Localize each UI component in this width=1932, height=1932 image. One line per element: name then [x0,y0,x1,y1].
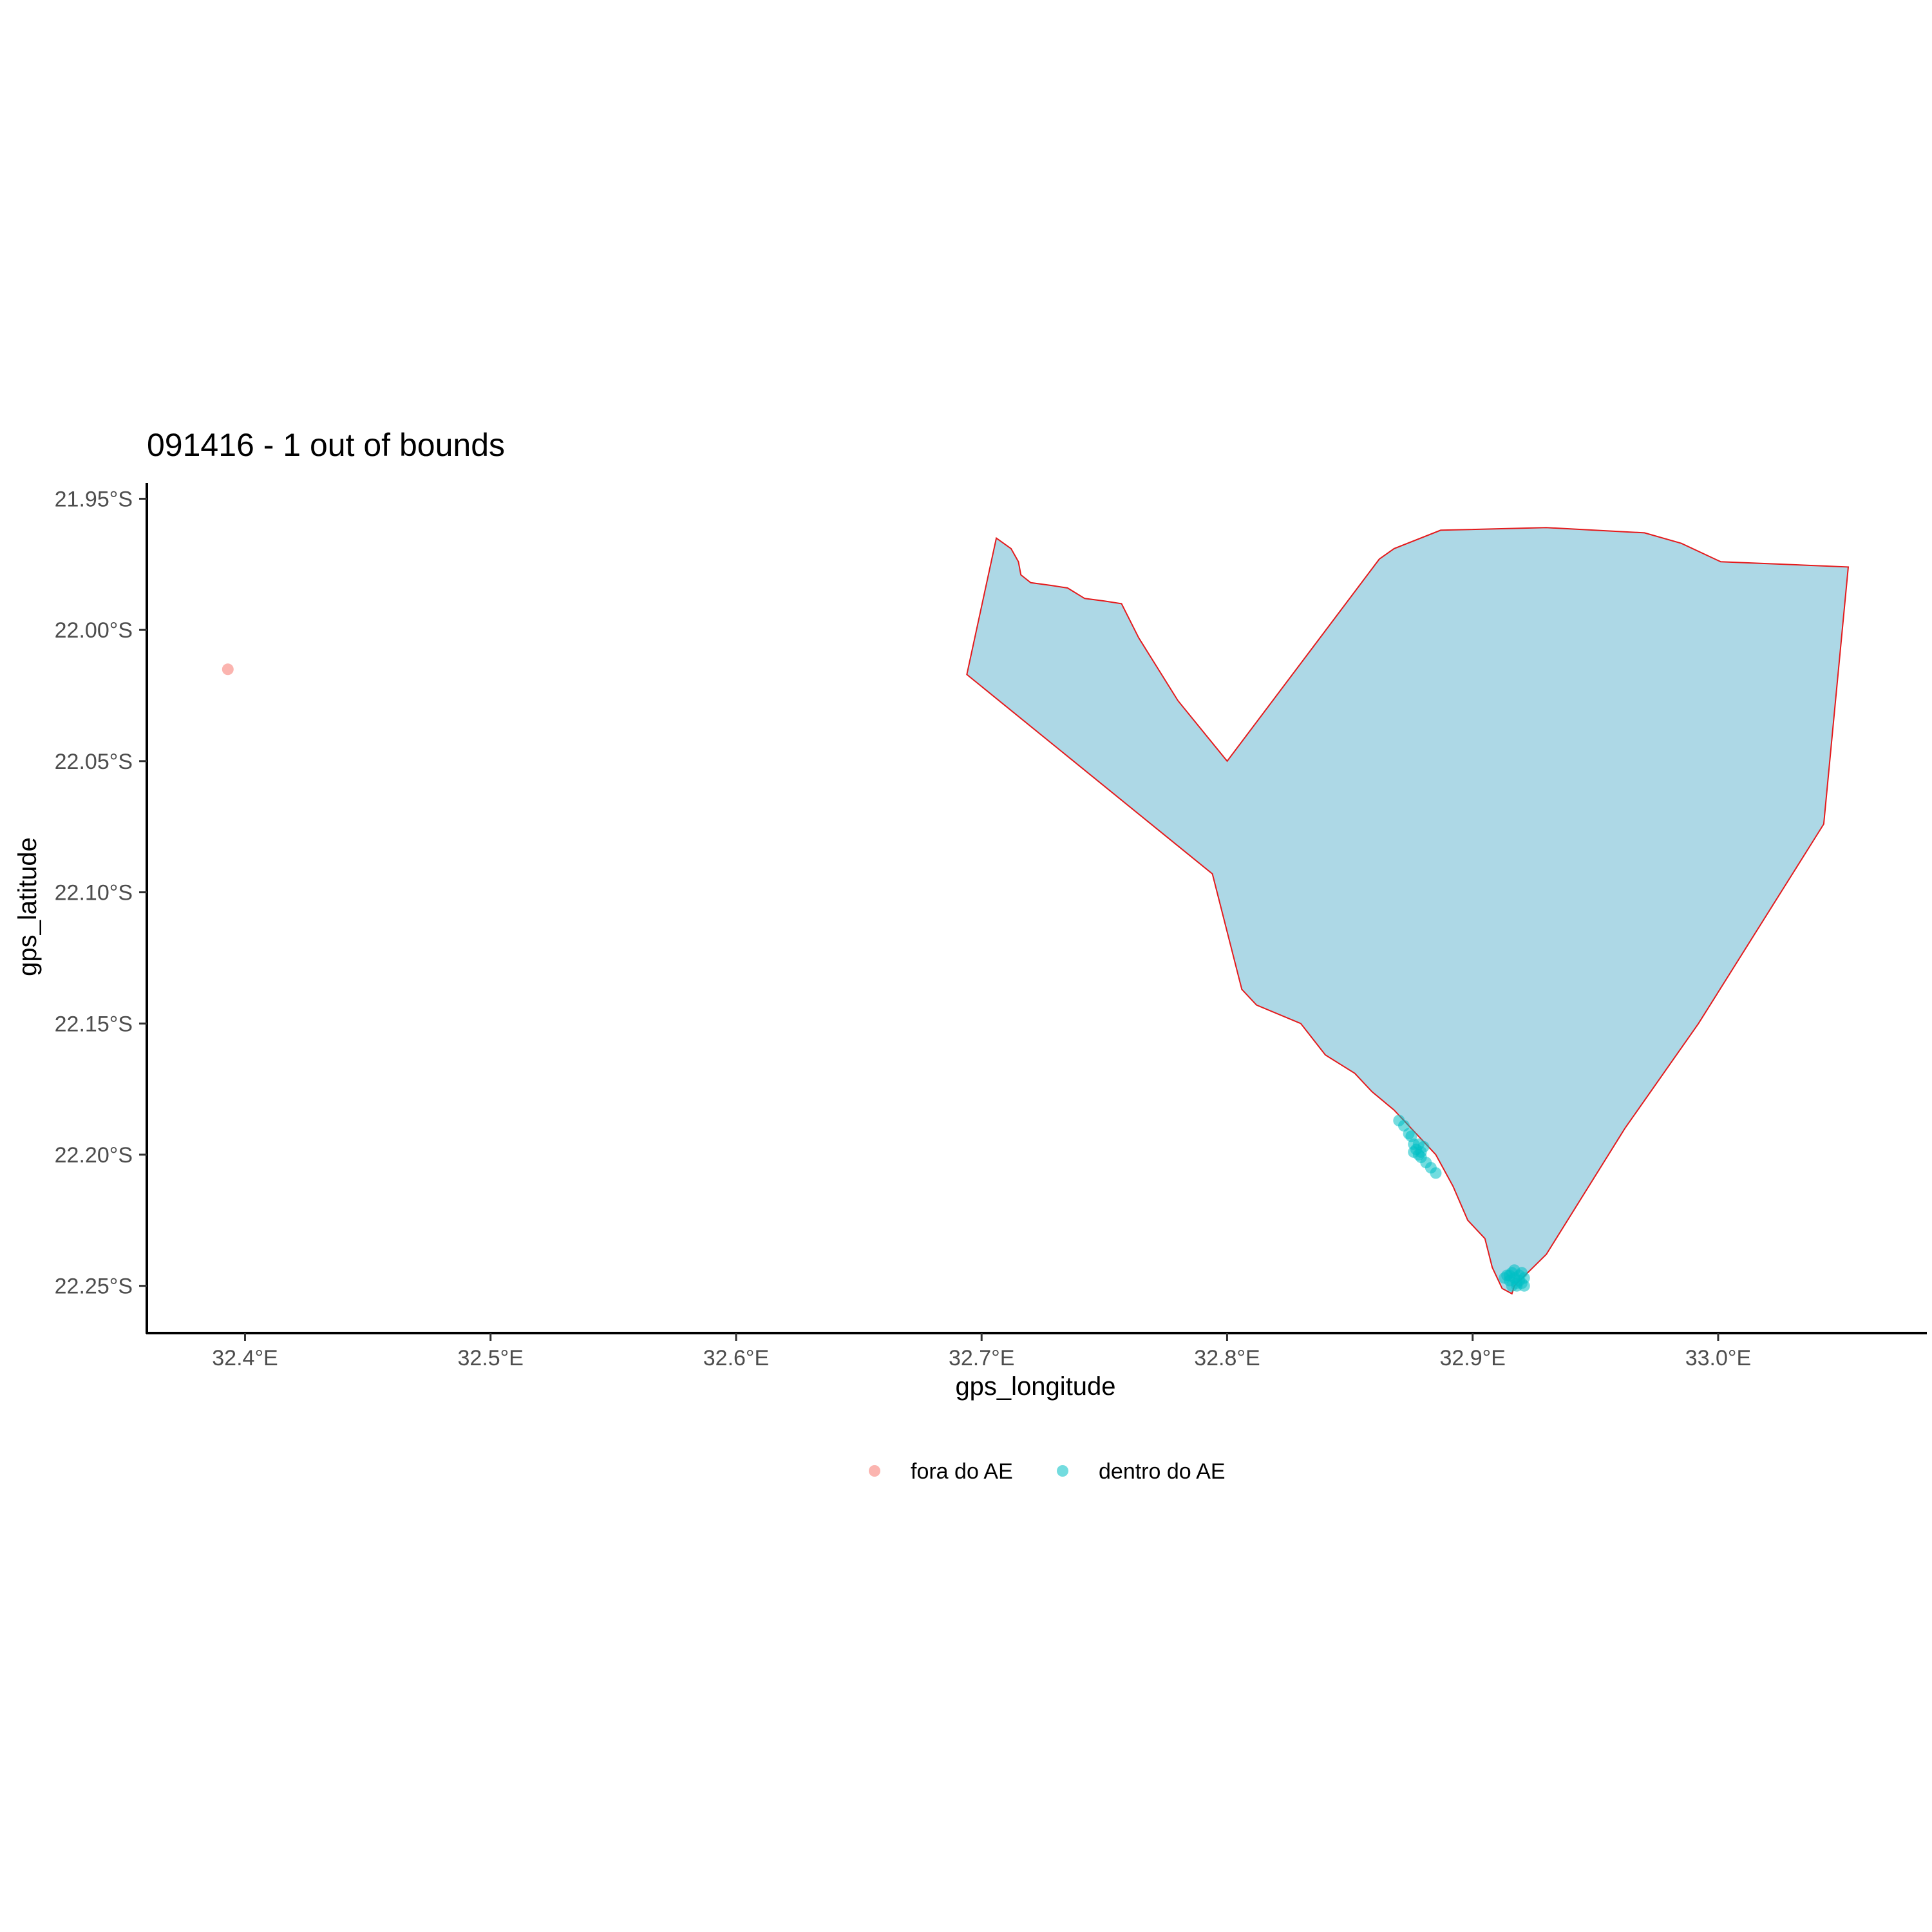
point-dentro-do-ae [1408,1146,1420,1158]
legend-label: fora do AE [911,1459,1013,1484]
axes-layer: 32.4°E 32.5°E 32.6°E 32.7°E 32.8°E 32.9°E 33.0… [55,483,1927,1370]
region-polygon [966,527,1850,1295]
y-tick-label: 22.10°S [55,881,133,905]
legend: fora do AE dentro do AE [869,1459,1226,1484]
x-tick-label: 32.9°E [1439,1346,1505,1370]
point-dentro-do-ae [1430,1167,1442,1179]
y-tick-label: 22.15°S [55,1012,133,1036]
legend-key [1057,1465,1068,1477]
x-tick-label: 33.0°E [1685,1346,1751,1370]
y-tick-label: 21.95°S [55,487,133,511]
y-tick-label: 22.00°S [55,618,133,643]
point-fora-do-ae [222,663,234,676]
y-tick-label: 22.20°S [55,1143,133,1168]
y-tick-label: 22.25°S [55,1274,133,1299]
x-tick-label: 32.5°E [458,1346,524,1370]
legend-label: dentro do AE [1099,1459,1226,1484]
legend-key [869,1465,880,1477]
point-dentro-do-ae [1503,1269,1515,1282]
x-tick-label: 32.7°E [949,1346,1014,1370]
y-axis-title: gps_latitude [14,837,42,976]
x-tick-label: 32.4°E [212,1346,278,1370]
point-dentro-do-ae [1518,1280,1530,1292]
x-axis-title: gps_longitude [955,1372,1115,1401]
x-tick-label: 32.8°E [1194,1346,1260,1370]
y-tick-label: 22.05°S [55,750,133,774]
x-tick-label: 32.6°E [703,1346,769,1370]
region-layer [966,527,1850,1295]
points-layer [222,663,1530,1292]
chart-title: 091416 - 1 out of bounds [147,427,505,463]
